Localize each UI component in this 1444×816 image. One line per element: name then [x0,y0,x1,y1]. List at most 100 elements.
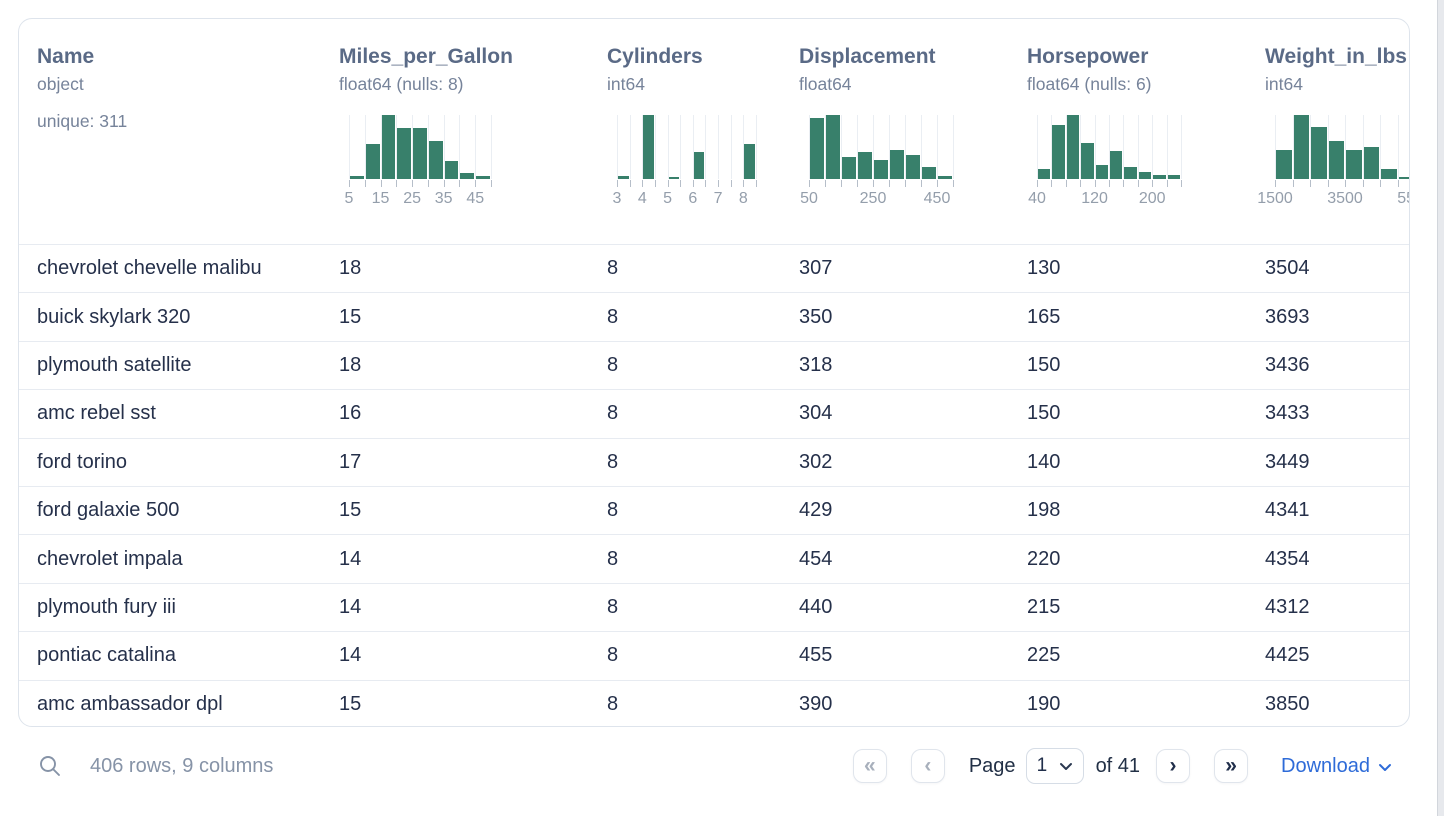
table-cell: 18 [339,257,362,280]
column-header-name[interactable]: Name object unique: 311 [19,19,339,244]
table-cell: 15 [339,305,362,328]
histogram-tick-label: 1500 [1257,190,1293,207]
histogram-gridline [756,115,757,179]
histogram-tick [1137,180,1139,187]
histogram-tick-label: 50 [800,190,818,207]
histogram-gridline [905,115,906,179]
histogram-tick-label: 200 [1138,190,1166,207]
histogram-tick [718,180,720,187]
histogram-gridline [443,115,445,179]
histogram-tick [412,180,414,187]
histogram-tick [629,180,631,187]
histogram-bar [444,161,459,179]
table-cell: 150 [1027,402,1061,425]
histogram-tick-label: 15 [371,190,390,207]
table-cell: 3693 [1265,305,1310,328]
histogram-gridline [380,115,382,179]
table-cell: 350 [799,305,833,328]
histogram-tick [1345,180,1346,187]
histogram-bar [413,128,427,179]
histogram-tick [380,180,382,187]
search-icon[interactable] [38,754,62,778]
table-cell: pontiac catalina [37,644,176,667]
histogram-tick-label: 250 [859,190,887,207]
page-select-value: 1 [1036,755,1048,776]
table-cell: 130 [1027,257,1061,280]
table-cell: buick skylark 320 [37,305,191,328]
dataframe-card: Name object unique: 311 Miles_per_Gallon flo… [18,18,1410,727]
histogram-tick [756,180,757,187]
histogram-bar [1095,165,1108,179]
table-cell: 150 [1027,353,1061,376]
prev-page-button[interactable]: ‹ [910,749,945,783]
column-header-cylinders[interactable]: Cylinders int64 3 4 5 6 7 8 [607,19,799,244]
histogram-bar [693,152,705,179]
histogram-bar [1081,143,1094,179]
last-page-button[interactable]: » [1214,749,1249,783]
right-edge-panel [1437,0,1444,816]
histogram-tick [1327,180,1329,187]
table-cell: 165 [1027,305,1061,328]
column-histogram[interactable]: 5 15 25 35 45 [345,115,492,208]
histogram-gridline [642,115,644,179]
table-cell: 8 [607,402,619,425]
histogram-bar [1052,125,1065,179]
column-header-displacement[interactable]: Displacement float64 50 250 450 [799,19,1027,244]
page-select[interactable]: 1 [1025,748,1084,784]
table-cell: 4425 [1265,644,1310,667]
histogram-gridline [937,115,938,179]
histogram-tick [730,180,732,187]
table-cell: 8 [607,499,619,522]
column-header-horsepower[interactable]: Horsepower float64 (nulls: 6) 40 120 200 [1027,19,1265,244]
first-page-button[interactable]: « [852,749,887,783]
histogram-tick [654,180,656,187]
histogram-gridline [1181,115,1182,179]
histogram-tick-label: 5500 [1397,190,1409,207]
table-footer: 406 rows, 9 columns « ‹ Page 1 of 41 › » [18,744,1410,788]
column-dtype: object [37,74,84,94]
histogram-bar [1346,150,1362,179]
histogram-bar [643,115,654,179]
table-cell: 3504 [1265,257,1310,280]
column-header-weight_in_lbs[interactable]: Weight_in_lbs int64 1500 3500 5500 [1257,19,1409,244]
last-page-icon: » [1225,754,1237,777]
column-histogram[interactable]: 40 120 200 [1028,115,1182,208]
table-cell: plymouth fury iii [37,595,176,618]
histogram-gridline [1310,115,1311,179]
column-dtype: int64 [1265,74,1303,94]
next-page-icon: › [1169,754,1177,777]
table-cell: 454 [799,547,833,570]
table-cell: 318 [799,353,833,376]
column-header-miles_per_gallon[interactable]: Miles_per_Gallon float64 (nulls: 8) 5 15 25 3… [339,19,607,244]
histogram-gridline [1051,115,1053,179]
column-histogram[interactable]: 50 250 450 [800,115,954,208]
histogram-bar [618,176,629,179]
histogram-tick [642,180,644,187]
column-title: Cylinders [607,45,703,68]
table-cell: 4341 [1265,499,1310,522]
column-histogram[interactable]: 1500 3500 5500 [1257,115,1409,208]
table-cell: 15 [339,499,362,522]
histogram-bar [1167,175,1180,179]
histogram-bar [476,176,490,179]
histogram-tick-label: 5 [663,190,672,207]
histogram-bar [1138,172,1152,179]
page-count-label: of 41 [1095,754,1141,777]
histogram-gridline [1275,115,1276,179]
histogram-gridline [718,115,720,179]
column-dtype: int64 [607,74,645,94]
table-row: ford torino 17 8 302 140 3449 [19,437,1409,486]
histogram-bar [906,155,920,179]
histogram-tick [1310,180,1311,187]
histogram-gridline [1137,115,1139,179]
download-button[interactable]: Download [1281,755,1392,778]
histogram-tick-label: 45 [466,190,485,207]
histogram-tick-label: 40 [1028,190,1046,207]
histogram-tick [953,180,954,187]
histogram-tick [1362,180,1364,187]
next-page-button[interactable]: › [1156,749,1191,783]
histogram-tick [1275,180,1276,187]
download-label: Download [1281,754,1370,777]
table-cell: 215 [1027,595,1061,618]
